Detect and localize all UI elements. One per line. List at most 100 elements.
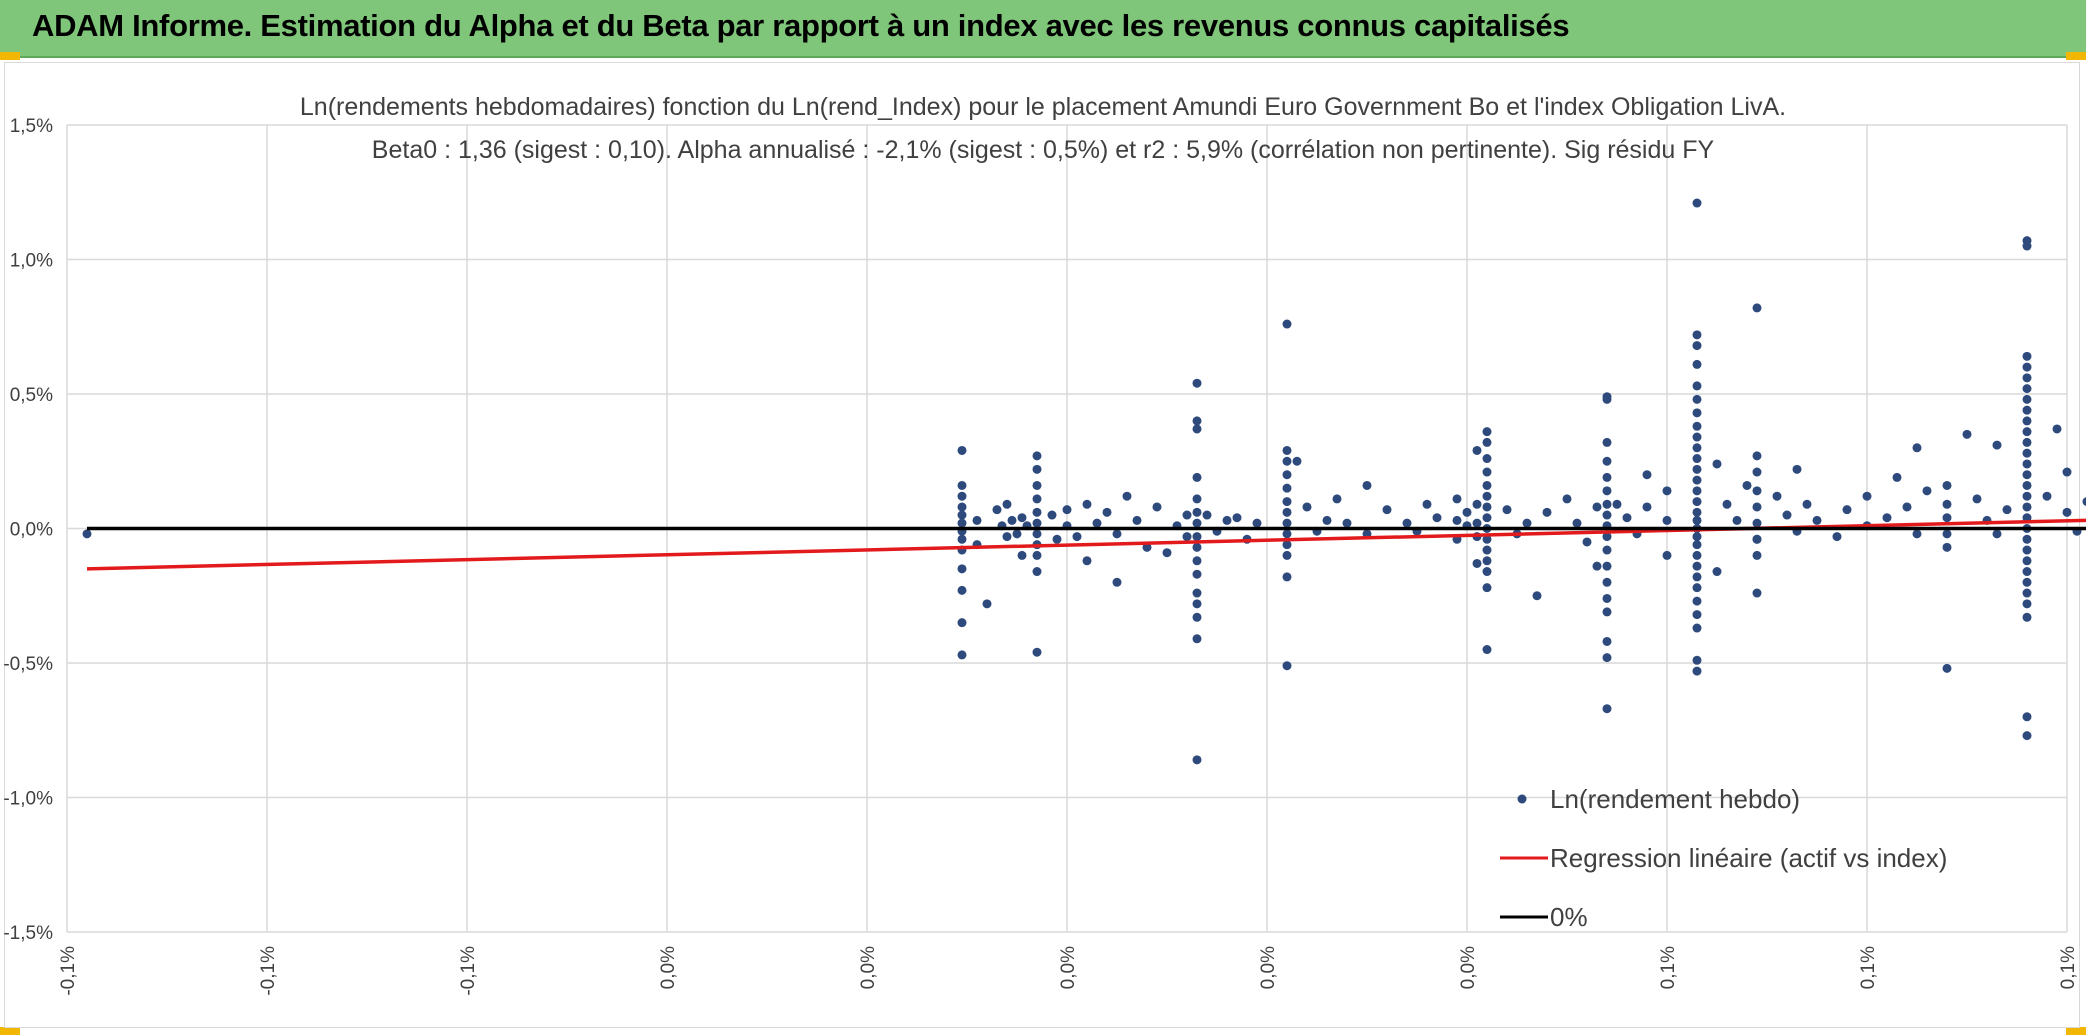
data-point (957, 491, 967, 501)
data-point (1752, 303, 1762, 313)
data-point (1017, 513, 1027, 523)
data-point (1752, 518, 1762, 528)
data-point (1692, 486, 1702, 496)
data-point (1192, 569, 1202, 579)
data-point (1522, 518, 1532, 528)
data-point (2022, 470, 2032, 480)
data-point (1692, 432, 1702, 442)
y-tick-label: -1,0% (3, 789, 53, 810)
data-point (1692, 583, 1702, 593)
chart-title-line1: Ln(rendements hebdomadaires) fonction du… (300, 93, 1786, 121)
data-point (1482, 645, 1492, 655)
data-point (1602, 704, 1612, 714)
data-point (1692, 550, 1702, 560)
data-point (1562, 494, 1572, 504)
data-point (1282, 550, 1292, 560)
data-point (2022, 394, 2032, 404)
data-point (1812, 515, 1822, 525)
data-point (1642, 502, 1652, 512)
data-point (2022, 612, 2032, 622)
report-title: ADAM Informe. Estimation du Alpha et du … (32, 8, 1570, 43)
data-point (1532, 591, 1542, 601)
data-point (1752, 550, 1762, 560)
series-lines (86, 518, 2086, 571)
data-point (1772, 491, 1782, 501)
data-point (1092, 518, 1102, 528)
data-point (1192, 556, 1202, 566)
data-point (1007, 515, 1017, 525)
data-point (1692, 359, 1702, 369)
data-point (957, 650, 967, 660)
data-point (1112, 529, 1122, 539)
data-point (2062, 467, 2072, 477)
data-point (1192, 472, 1202, 482)
corner-marker (0, 1027, 20, 1035)
data-point (2022, 459, 2032, 469)
data-point (1342, 518, 1352, 528)
y-tick-label: 0,0% (10, 520, 53, 541)
data-point (1282, 507, 1292, 517)
data-point (1382, 505, 1392, 515)
data-point (1032, 451, 1042, 461)
data-point (1712, 567, 1722, 577)
data-point (1742, 480, 1752, 490)
data-point (1192, 634, 1202, 644)
data-point (1692, 497, 1702, 507)
data-point (1402, 518, 1412, 528)
data-point (1102, 507, 1112, 517)
data-point (1692, 443, 1702, 453)
data-point (1692, 610, 1702, 620)
data-point (1472, 445, 1482, 455)
data-point (1252, 518, 1262, 528)
data-point (1202, 510, 1212, 520)
data-point (1032, 507, 1042, 517)
data-point (2022, 416, 2032, 426)
data-point (1912, 443, 1922, 453)
data-point (82, 529, 92, 539)
data-point (1962, 429, 1972, 439)
chart-title-line2: Beta0 : 1,36 (sigest : 0,10). Alpha annu… (372, 136, 1715, 164)
data-point (1032, 464, 1042, 474)
data-point (2062, 507, 2072, 517)
data-point (1712, 459, 1722, 469)
data-point (1192, 424, 1202, 434)
data-point (1752, 534, 1762, 544)
data-point (1482, 437, 1492, 447)
data-point (1602, 532, 1612, 542)
data-point (1482, 583, 1492, 593)
data-point (1192, 599, 1202, 609)
data-point (982, 599, 992, 609)
data-point (1802, 499, 1812, 509)
data-point (1752, 451, 1762, 461)
data-point (1502, 505, 1512, 515)
data-point (1032, 529, 1042, 539)
x-tick-label: 0,1% (1658, 946, 1679, 989)
report-header: ADAM Informe. Estimation du Alpha et du … (0, 0, 2086, 58)
data-point (1282, 319, 1292, 329)
data-point (1482, 454, 1492, 464)
data-point (957, 618, 967, 628)
data-point (1692, 572, 1702, 582)
data-point (957, 518, 967, 528)
data-point (1842, 505, 1852, 515)
data-point (1612, 499, 1622, 509)
data-point (2022, 513, 2032, 523)
data-point (1082, 556, 1092, 566)
data-point (1792, 464, 1802, 474)
data-point (1782, 510, 1792, 520)
data-point (1482, 534, 1492, 544)
corner-marker (2066, 1027, 2086, 1035)
data-point (1692, 475, 1702, 485)
data-point (1692, 532, 1702, 542)
x-tick-label: -0,1% (258, 946, 279, 996)
data-point (2022, 545, 2032, 555)
data-point (1282, 540, 1292, 550)
data-point (972, 515, 982, 525)
data-point (1622, 513, 1632, 523)
data-point (1032, 518, 1042, 528)
data-point (1602, 486, 1612, 496)
data-point (2022, 437, 2032, 447)
data-point (1182, 532, 1192, 542)
data-point (1692, 596, 1702, 606)
